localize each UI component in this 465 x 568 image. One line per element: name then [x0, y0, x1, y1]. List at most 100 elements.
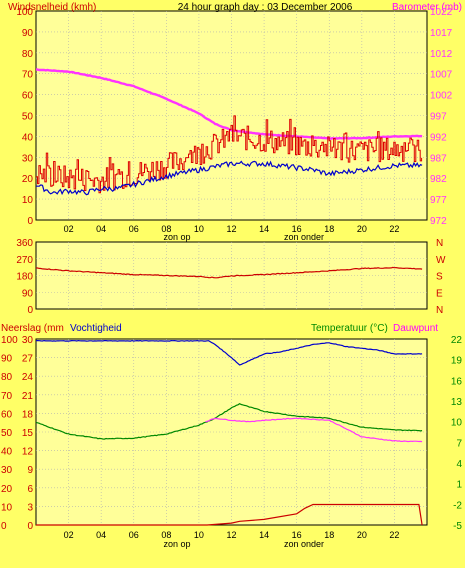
p2-right-compass-label: W	[436, 255, 446, 266]
temperature-line	[35, 403, 423, 440]
p3-rain-tick-label: 27	[22, 354, 34, 365]
p3-temp-tick-label: -5	[453, 521, 462, 532]
p3-humidity-tick-label: 10	[1, 502, 13, 513]
x-tick-label-top: 12	[226, 224, 236, 234]
p3-humidity-tick-label: 90	[1, 354, 13, 365]
p3-humidity-tick-label: 70	[1, 391, 13, 402]
p2-left-tick-label: 0	[27, 305, 33, 316]
label-temperatuur: Temperatuur (°C)	[311, 323, 388, 334]
dewpoint-line	[205, 417, 423, 443]
p3-humidity-tick-label: 20	[1, 484, 13, 495]
p3-humidity-tick-label: 40	[1, 447, 13, 458]
p3-rain-tick-label: 3	[27, 502, 33, 513]
wind-average-line	[35, 160, 423, 196]
p2-left-tick-label: 180	[16, 272, 33, 283]
header-right: Barometer (mb)	[392, 2, 462, 13]
p1-left-tick-label: 50	[22, 112, 34, 123]
p1-right-tick-label: 977	[430, 195, 447, 206]
sunset-label-bottom: zon onder	[284, 539, 324, 549]
p3-rain-tick-label: 18	[22, 409, 34, 420]
x-tick-label-bottom: 22	[389, 530, 399, 540]
p1-right-tick-label: 982	[430, 174, 447, 185]
p2-left-tick-label: 90	[22, 288, 34, 299]
x-tick-label-bottom: 20	[357, 530, 367, 540]
chart-marks	[35, 68, 423, 526]
p2-right-compass-label: N	[436, 238, 443, 249]
header-left: Windsnelheid (kmh)	[8, 2, 96, 13]
header-center: 24 hour graph day : 03 December 2006	[178, 2, 353, 13]
p1-left-tick-label: 40	[22, 132, 34, 143]
p1-right-tick-label: 1022	[430, 7, 453, 18]
p1-left-tick-label: 100	[16, 7, 33, 18]
p1-left-tick-label: 80	[22, 49, 34, 60]
x-tick-label-top: 06	[129, 224, 139, 234]
p3-temp-tick-label: 13	[451, 397, 463, 408]
p1-left-tick-label: 0	[27, 216, 33, 227]
p1-right-tick-label: 1007	[430, 70, 453, 81]
p3-humidity-tick-label: 50	[1, 428, 13, 439]
p3-rain-tick-label: 30	[22, 335, 34, 346]
p3-humidity-tick-label: 0	[1, 521, 7, 532]
p2-right-compass-label: N	[436, 305, 443, 316]
p2-left-tick-label: 270	[16, 255, 33, 266]
p3-temp-tick-label: 10	[451, 418, 463, 429]
x-tick-label-top: 10	[194, 224, 204, 234]
p1-left-tick-label: 60	[22, 91, 34, 102]
x-tick-label-bottom: 14	[259, 530, 269, 540]
sunset-label-top: zon onder	[284, 232, 324, 242]
sunrise-label-top: zon op	[163, 232, 190, 242]
p1-left-tick-label: 70	[22, 70, 34, 81]
x-tick-label-bottom: 10	[194, 530, 204, 540]
p3-rain-tick-label: 9	[27, 465, 33, 476]
p3-temp-tick-label: 4	[456, 459, 462, 470]
p3-rain-tick-label: 21	[22, 391, 34, 402]
p1-right-tick-label: 1017	[430, 28, 453, 39]
p3-rain-tick-label: 6	[27, 484, 33, 495]
p3-rain-tick-label: 0	[27, 521, 33, 532]
p3-humidity-tick-label: 100	[1, 335, 18, 346]
p2-right-compass-label: E	[436, 288, 443, 299]
p1-right-tick-label: 1002	[430, 91, 453, 102]
label-neerslag: Neerslag (mm	[1, 323, 64, 334]
wind-speed-line	[36, 115, 423, 194]
p2-right-compass-label: S	[436, 272, 443, 283]
x-tick-label-bottom: 12	[226, 530, 236, 540]
x-tick-label-bottom: 16	[292, 530, 302, 540]
x-tick-label-bottom: 02	[64, 530, 74, 540]
p3-temp-tick-label: -2	[453, 500, 462, 511]
x-tick-label-bottom: 04	[96, 530, 106, 540]
p3-humidity-tick-label: 80	[1, 372, 13, 383]
p1-left-tick-label: 30	[22, 153, 34, 164]
p1-left-tick-label: 90	[22, 28, 34, 39]
p1-left-tick-label: 20	[22, 174, 34, 185]
p3-rain-tick-label: 12	[22, 447, 34, 458]
p3-temp-tick-label: 22	[451, 335, 463, 346]
x-tick-label-top: 02	[64, 224, 74, 234]
label-dauwpunt: Dauwpunt	[393, 323, 438, 334]
wind-direction-line	[35, 266, 423, 279]
x-tick-label-top: 20	[357, 224, 367, 234]
x-tick-label-bottom: 08	[161, 530, 171, 540]
x-tick-label-top: 16	[292, 224, 302, 234]
x-tick-label-bottom: 06	[129, 530, 139, 540]
p1-right-tick-label: 992	[430, 132, 447, 143]
grid-lines	[36, 11, 427, 525]
tick-labels: 0102030405060708090100972977982987992997…	[1, 7, 462, 540]
p3-temp-tick-label: 1	[456, 480, 462, 491]
rain-line	[36, 503, 423, 526]
p3-humidity-tick-label: 60	[1, 409, 13, 420]
x-tick-label-top: 08	[161, 224, 171, 234]
humidity-line	[35, 339, 423, 366]
x-tick-label-bottom: 18	[324, 530, 334, 540]
p3-humidity-tick-label: 30	[1, 465, 13, 476]
x-tick-label-top: 04	[96, 224, 106, 234]
p3-temp-tick-label: 16	[451, 376, 463, 387]
p2-left-tick-label: 360	[16, 238, 33, 249]
p1-right-tick-label: 972	[430, 216, 447, 227]
p1-right-tick-label: 997	[430, 112, 447, 123]
p3-temp-tick-label: 19	[451, 356, 463, 367]
x-tick-label-top: 14	[259, 224, 269, 234]
p1-right-tick-label: 987	[430, 153, 447, 164]
